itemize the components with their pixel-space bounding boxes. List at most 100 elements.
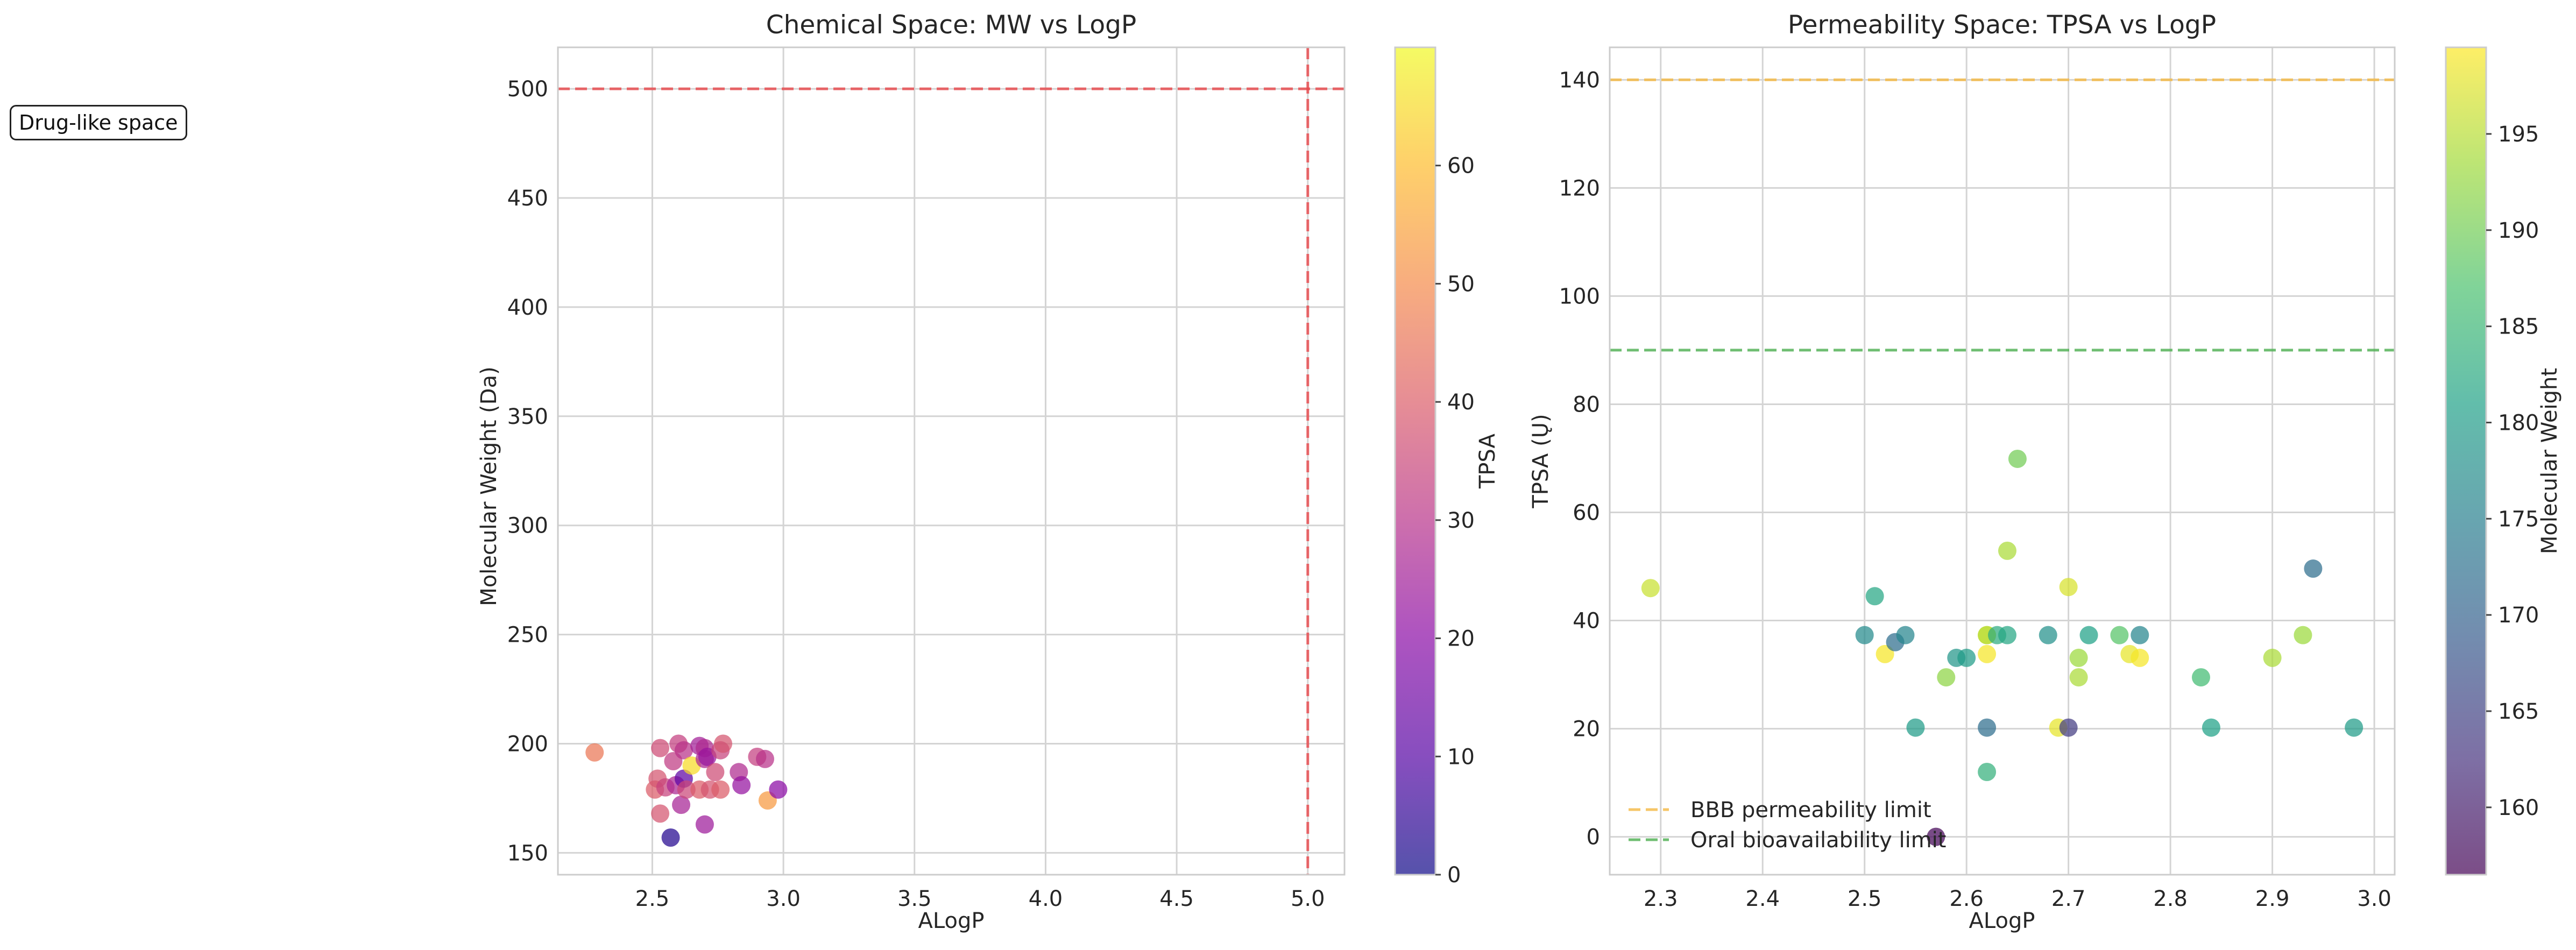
grid	[1610, 47, 2395, 875]
colorbar-tick-label: 160	[2498, 796, 2539, 820]
data-point	[711, 780, 730, 799]
data-point	[1641, 579, 1660, 598]
x-tick-label: 4.0	[1029, 887, 1063, 911]
colorbar-tick-label: 40	[1447, 390, 1475, 415]
data-point	[2008, 449, 2027, 468]
y-tick-label: 300	[507, 514, 548, 538]
x-tick-label: 2.9	[2255, 887, 2290, 911]
y-tick-label: 20	[1573, 717, 1600, 742]
colorbar-tick-labels: 160 165 170 175 180 185 190 195	[2486, 122, 2539, 820]
data-points	[585, 734, 788, 847]
data-point	[2039, 626, 2057, 644]
data-point	[1865, 587, 1884, 606]
data-point	[2304, 559, 2323, 578]
colorbar-tick-label: 165	[2498, 699, 2539, 724]
data-point	[2059, 578, 2078, 597]
data-point	[2294, 626, 2312, 644]
data-point	[706, 763, 725, 782]
data-point	[674, 741, 693, 760]
data-point	[769, 780, 788, 799]
data-point	[2079, 626, 2098, 644]
data-point	[1957, 648, 1976, 667]
y-tick-label: 400	[507, 295, 548, 320]
y-tick-label: 250	[507, 623, 548, 648]
x-tick-label: 2.5	[635, 887, 670, 911]
colorbar-label: Molecular Weight	[2537, 368, 2562, 554]
y-tick-label: 500	[507, 77, 548, 102]
data-point	[2131, 626, 2149, 644]
data-point	[714, 734, 733, 753]
colorbar: 160 165 170 175 180 185 190 195 Molecular Weigh…	[2445, 46, 2562, 876]
y-tick-label: 40	[1573, 609, 1600, 634]
colorbar-tick-label: 10	[1447, 745, 1475, 769]
tpsa-vs-logp-chart: Permeability Space: TPSA vs LogP 2.3 2.4 2…	[1528, 10, 2562, 933]
reference-lines	[1610, 78, 2395, 352]
mw-vs-logp-chart: Chemical Space: MW vs LogP 2.5 3.0 3.5 4.0 4…	[477, 10, 1500, 933]
data-point	[2263, 648, 2282, 667]
y-tick-label: 100	[1559, 284, 1600, 309]
colorbar-tick-label: 180	[2498, 410, 2539, 435]
data-point	[651, 739, 670, 757]
y-axis-label: Molecular Weight (Da)	[477, 366, 501, 606]
data-point	[1978, 718, 1997, 737]
data-point	[2069, 668, 2088, 687]
y-tick-label: 120	[1559, 176, 1600, 201]
x-axis-label: ALogP	[1969, 909, 2035, 933]
x-axis-label: ALogP	[918, 909, 985, 933]
colorbar-tick-label: 185	[2498, 315, 2539, 339]
data-point	[1978, 763, 1997, 782]
y-tick-label: 0	[1587, 825, 1600, 850]
y-tick-label: 450	[507, 186, 548, 211]
colorbar-label: TPSA	[1475, 433, 1500, 489]
data-points	[1641, 449, 2363, 846]
data-point	[2059, 718, 2078, 737]
legend: BBB permeability limit Oral bioavailabili…	[1629, 798, 1946, 853]
chart-title: Permeability Space: TPSA vs LogP	[1788, 10, 2216, 40]
data-point	[677, 780, 696, 799]
x-tick-label: 2.6	[1949, 887, 1984, 911]
data-point	[2345, 718, 2363, 737]
x-tick-label: 2.3	[1644, 887, 1678, 911]
y-tick-label: 60	[1573, 500, 1600, 525]
data-point	[1978, 644, 1997, 663]
data-point	[1876, 644, 1894, 663]
data-point	[755, 749, 774, 768]
x-tick-label: 2.4	[1745, 887, 1780, 911]
data-point	[732, 776, 751, 795]
data-point	[585, 743, 604, 762]
data-point	[1927, 827, 1945, 846]
colorbar-gradient	[2445, 46, 2487, 876]
y-tick-label: 150	[507, 841, 548, 866]
data-point	[1998, 626, 2016, 644]
colorbar-tick-label: 175	[2498, 507, 2539, 531]
plot-frame	[557, 46, 1346, 876]
data-point	[2110, 626, 2129, 644]
data-point	[2191, 668, 2210, 687]
colorbar-tick-label: 0	[1447, 863, 1461, 888]
data-point	[1896, 626, 1915, 644]
colorbar-tick-label: 190	[2498, 218, 2539, 243]
colorbar: 0 10 20 30 40 50 60 TPSA	[1394, 46, 1500, 888]
data-point	[2202, 718, 2220, 737]
colorbar-tick-label: 60	[1447, 154, 1475, 179]
data-point	[661, 828, 680, 847]
x-tick-labels: 2.5 3.0 3.5 4.0 4.5 5.0	[635, 887, 1325, 911]
colorbar-tick-label: 30	[1447, 508, 1475, 533]
colorbar-tick-label: 20	[1447, 627, 1475, 651]
legend-label: Oral bioavailability limit	[1690, 828, 1946, 853]
data-point	[1906, 718, 1925, 737]
y-tick-label: 80	[1573, 392, 1600, 417]
x-tick-label: 5.0	[1291, 887, 1325, 911]
x-tick-label: 2.5	[1848, 887, 1882, 911]
legend-label: BBB permeability limit	[1690, 798, 1931, 823]
data-point	[1998, 541, 2016, 560]
data-point	[2069, 648, 2088, 667]
x-tick-label: 4.5	[1159, 887, 1194, 911]
colorbar-tick-label: 170	[2498, 603, 2539, 628]
y-tick-label: 140	[1559, 68, 1600, 93]
x-tick-label: 2.7	[2051, 887, 2086, 911]
y-tick-labels: 150 200 250 300 350 400 450 500	[507, 77, 548, 866]
plot-frame	[1609, 46, 2396, 876]
y-axis-label: TPSA (Ų)	[1528, 414, 1553, 508]
